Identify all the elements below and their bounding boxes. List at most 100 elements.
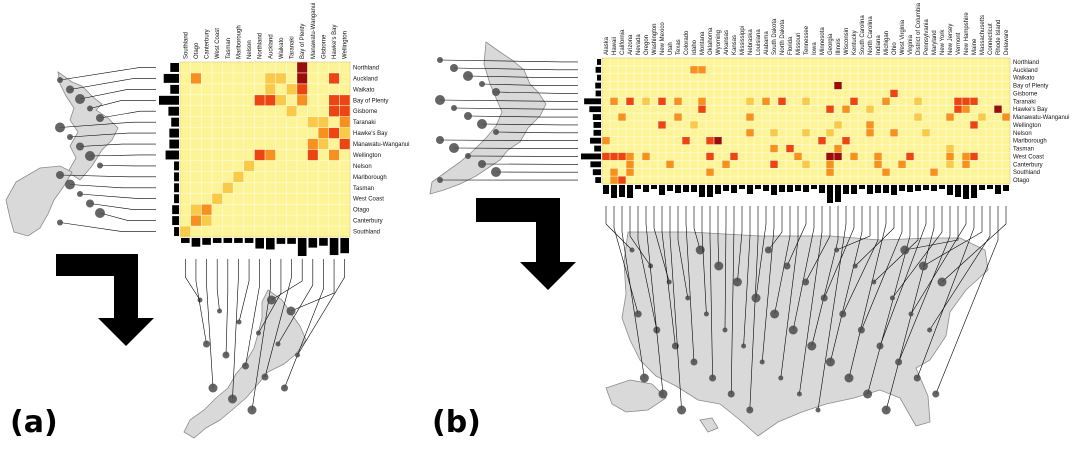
heatmap-cell bbox=[212, 193, 223, 204]
heatmap-cell bbox=[962, 160, 970, 168]
column-map-node bbox=[844, 373, 854, 383]
heatmap-cell bbox=[914, 113, 922, 121]
column-map-node bbox=[690, 358, 698, 366]
column-connector-line bbox=[879, 206, 927, 347]
column-marginal-bar bbox=[931, 185, 937, 191]
column-map-node bbox=[746, 406, 754, 414]
panel-a-arrow bbox=[56, 254, 154, 346]
heatmap-cell bbox=[307, 116, 318, 128]
row-label: Wellington bbox=[1013, 123, 1041, 129]
row-label: Wellington bbox=[353, 153, 381, 159]
row-marginal-bar bbox=[165, 150, 179, 160]
heatmap-cell bbox=[786, 144, 794, 153]
heatmap-cell bbox=[329, 95, 340, 106]
column-marginal-bar bbox=[191, 238, 201, 247]
column-connector-line bbox=[206, 259, 214, 389]
column-map-node bbox=[889, 295, 895, 301]
column-connector-line bbox=[774, 206, 791, 315]
column-label: South Carolina bbox=[860, 15, 866, 55]
heatmap-cell bbox=[826, 168, 834, 176]
row-map-node bbox=[76, 142, 84, 151]
heatmap-cell bbox=[946, 152, 954, 161]
heatmap-cell bbox=[954, 97, 962, 105]
column-map-node bbox=[281, 384, 288, 392]
heatmap-cell bbox=[610, 168, 618, 176]
column-marginal-bar bbox=[234, 238, 243, 243]
row-label: West Coast bbox=[353, 197, 384, 203]
row-label: Canterbury bbox=[1013, 162, 1043, 168]
row-map-node bbox=[97, 162, 103, 169]
heatmap-cell bbox=[706, 168, 714, 176]
column-marginal-bar bbox=[971, 185, 977, 198]
column-connector-line bbox=[861, 206, 903, 331]
column-marginal-bar bbox=[675, 185, 681, 193]
column-map-node bbox=[722, 327, 728, 333]
column-label: Hawaii bbox=[612, 37, 618, 55]
column-marginal-bar bbox=[659, 185, 665, 195]
heatmap-cell bbox=[762, 97, 770, 105]
column-connector-line bbox=[799, 206, 823, 395]
heatmap-cell bbox=[190, 215, 201, 226]
row-connector-line bbox=[99, 110, 156, 119]
column-label: Hawke's Bay bbox=[332, 25, 338, 60]
column-label: Wellington bbox=[343, 31, 349, 59]
row-map-node bbox=[464, 112, 472, 120]
column-connector-line bbox=[693, 206, 701, 251]
row-marginal-bar bbox=[174, 183, 179, 193]
column-connector-line bbox=[854, 206, 895, 267]
column-marginal-bar bbox=[819, 185, 825, 193]
column-map-node bbox=[825, 357, 835, 367]
column-label: Massachusetts bbox=[980, 15, 986, 55]
row-map-node bbox=[66, 85, 74, 94]
column-map-node bbox=[908, 311, 914, 317]
column-label: Canterbury bbox=[205, 29, 211, 59]
row-marginal-bar bbox=[584, 98, 601, 105]
heatmap-cell bbox=[602, 137, 610, 145]
column-label: Arizona bbox=[628, 34, 634, 55]
column-connector-line bbox=[185, 259, 201, 301]
column-label: Manawatu-Wanganui bbox=[311, 3, 317, 59]
row-map-node bbox=[479, 81, 485, 87]
column-connector-line bbox=[898, 206, 951, 363]
column-marginal-bar bbox=[835, 185, 841, 202]
row-map-node bbox=[87, 105, 93, 112]
column-map-node bbox=[709, 374, 717, 382]
heatmap-cell bbox=[890, 129, 898, 137]
column-marginal-bar bbox=[266, 238, 275, 250]
column-map-node bbox=[802, 278, 810, 286]
panel-b-nz-map bbox=[429, 41, 547, 195]
column-marginal-bar bbox=[723, 185, 729, 191]
row-label: Nelson bbox=[353, 164, 372, 170]
row-marginal-bar bbox=[169, 128, 179, 138]
column-label: Florida bbox=[788, 36, 794, 55]
column-marginal-bar bbox=[891, 185, 897, 195]
column-label: Rhode Island bbox=[996, 20, 1002, 55]
column-connector-line bbox=[637, 206, 658, 331]
row-label: Nelson bbox=[1013, 131, 1032, 137]
column-marginal-bar bbox=[979, 185, 985, 190]
column-marginal-bar bbox=[939, 185, 945, 189]
column-connector-line bbox=[216, 259, 220, 312]
heatmap-cell bbox=[802, 97, 810, 105]
column-map-node bbox=[820, 294, 828, 302]
column-connector-line bbox=[885, 206, 935, 411]
heatmap-cell bbox=[265, 95, 276, 106]
column-marginal-bar bbox=[715, 185, 721, 194]
row-map-node bbox=[451, 105, 457, 111]
row-marginal-bar bbox=[163, 73, 179, 83]
heatmap-cell bbox=[890, 89, 898, 98]
heatmap-cell bbox=[244, 160, 255, 172]
column-connector-line bbox=[677, 206, 689, 299]
column-connector-line bbox=[910, 206, 967, 315]
heatmap-cell bbox=[770, 144, 778, 153]
column-marginal-bar bbox=[763, 185, 769, 191]
row-label: Hawke's Bay bbox=[353, 131, 388, 137]
column-map-node bbox=[937, 277, 947, 287]
column-marginal-bar bbox=[851, 185, 857, 194]
row-map-node bbox=[75, 94, 85, 104]
column-label: Connecticut bbox=[988, 23, 994, 55]
column-marginal-bar bbox=[739, 185, 745, 189]
column-connector-line bbox=[755, 206, 767, 299]
row-marginal-bar bbox=[172, 205, 179, 215]
column-marginal-bar bbox=[747, 185, 753, 194]
